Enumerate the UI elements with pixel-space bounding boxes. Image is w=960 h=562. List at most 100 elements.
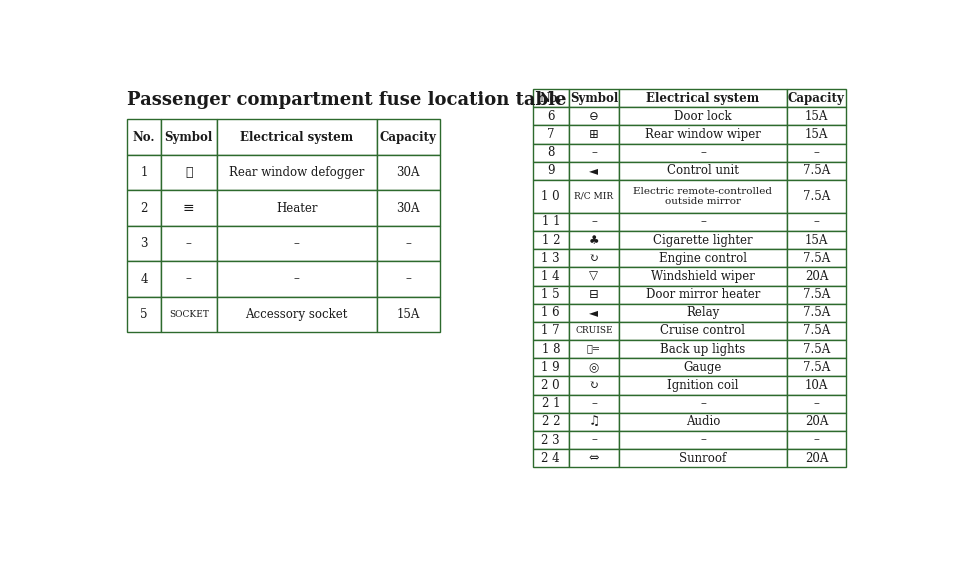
Text: 2 0: 2 0 bbox=[541, 379, 560, 392]
Text: –: – bbox=[591, 146, 597, 159]
Text: 2 2: 2 2 bbox=[541, 415, 560, 428]
Text: 1 3: 1 3 bbox=[541, 252, 560, 265]
Text: –: – bbox=[700, 146, 706, 159]
Text: Cigarette lighter: Cigarette lighter bbox=[653, 234, 753, 247]
Bar bbox=[619, 268, 786, 285]
Bar bbox=[128, 261, 161, 297]
Text: Control unit: Control unit bbox=[667, 164, 739, 178]
Bar bbox=[786, 249, 846, 268]
Text: 30A: 30A bbox=[396, 166, 420, 179]
Text: –: – bbox=[294, 273, 300, 285]
Text: 7.5A: 7.5A bbox=[803, 361, 830, 374]
Text: ⊟: ⊟ bbox=[589, 288, 599, 301]
Bar bbox=[619, 144, 786, 162]
Bar bbox=[786, 107, 846, 125]
Text: 15A: 15A bbox=[804, 110, 828, 123]
Bar bbox=[786, 125, 846, 144]
Bar bbox=[619, 125, 786, 144]
Text: –: – bbox=[813, 397, 819, 410]
Bar bbox=[217, 261, 376, 297]
Bar bbox=[786, 431, 846, 449]
Bar bbox=[128, 119, 161, 155]
Bar bbox=[128, 297, 161, 332]
Bar bbox=[568, 449, 619, 467]
Text: 10A: 10A bbox=[804, 379, 828, 392]
Text: No.: No. bbox=[132, 130, 156, 144]
Text: ↻: ↻ bbox=[589, 252, 599, 265]
Text: Heater: Heater bbox=[276, 202, 318, 215]
Text: 1 2: 1 2 bbox=[541, 234, 560, 247]
Bar bbox=[786, 144, 846, 162]
Text: ⇔: ⇔ bbox=[588, 452, 599, 465]
Bar bbox=[128, 155, 161, 191]
Bar bbox=[786, 413, 846, 431]
Text: Engine control: Engine control bbox=[659, 252, 747, 265]
Bar bbox=[161, 119, 217, 155]
Bar bbox=[786, 231, 846, 249]
Bar bbox=[128, 191, 161, 226]
Text: 1 1: 1 1 bbox=[541, 215, 560, 228]
Bar bbox=[533, 213, 568, 231]
Text: Capacity: Capacity bbox=[380, 130, 437, 144]
Text: 20A: 20A bbox=[804, 452, 828, 465]
Text: –: – bbox=[591, 433, 597, 447]
Bar bbox=[568, 377, 619, 395]
Text: ⊞: ⊞ bbox=[589, 128, 599, 141]
Text: 3: 3 bbox=[140, 237, 148, 250]
Text: –: – bbox=[591, 215, 597, 228]
Text: Capacity: Capacity bbox=[788, 92, 845, 105]
Bar bbox=[786, 358, 846, 377]
Bar bbox=[786, 268, 846, 285]
Bar bbox=[128, 226, 161, 261]
Bar bbox=[619, 413, 786, 431]
Bar bbox=[568, 395, 619, 413]
Text: 7.5A: 7.5A bbox=[803, 190, 830, 203]
Bar bbox=[568, 249, 619, 268]
Text: 7: 7 bbox=[547, 128, 555, 141]
Text: CRUISE: CRUISE bbox=[575, 327, 612, 336]
Text: 7.5A: 7.5A bbox=[803, 306, 830, 319]
Text: ↻: ↻ bbox=[589, 379, 599, 392]
Bar bbox=[533, 249, 568, 268]
Bar bbox=[217, 119, 376, 155]
Text: 1 0: 1 0 bbox=[541, 190, 560, 203]
Bar bbox=[568, 144, 619, 162]
Bar bbox=[376, 155, 440, 191]
Text: –: – bbox=[591, 397, 597, 410]
Bar bbox=[376, 226, 440, 261]
Text: 8: 8 bbox=[547, 146, 555, 159]
Bar bbox=[533, 231, 568, 249]
Bar bbox=[568, 89, 619, 107]
Text: –: – bbox=[700, 397, 706, 410]
Bar bbox=[568, 413, 619, 431]
Text: Electrical system: Electrical system bbox=[240, 130, 353, 144]
Text: Electric remote-controlled
outside mirror: Electric remote-controlled outside mirro… bbox=[634, 187, 773, 206]
Text: Audio: Audio bbox=[685, 415, 720, 428]
Bar bbox=[786, 162, 846, 180]
Text: ◄: ◄ bbox=[589, 164, 598, 178]
Bar bbox=[619, 340, 786, 358]
Bar bbox=[568, 125, 619, 144]
Bar bbox=[161, 155, 217, 191]
Text: No.: No. bbox=[540, 92, 562, 105]
Text: ⊖: ⊖ bbox=[589, 110, 599, 123]
Text: Passenger compartment fuse location table: Passenger compartment fuse location tabl… bbox=[128, 90, 567, 108]
Text: Symbol: Symbol bbox=[165, 130, 213, 144]
Bar bbox=[533, 303, 568, 322]
Bar bbox=[568, 303, 619, 322]
Bar bbox=[786, 213, 846, 231]
Bar bbox=[619, 303, 786, 322]
Text: ◎: ◎ bbox=[588, 361, 599, 374]
Text: SOCKET: SOCKET bbox=[169, 310, 208, 319]
Bar bbox=[568, 431, 619, 449]
Bar bbox=[533, 358, 568, 377]
Text: –: – bbox=[405, 237, 411, 250]
Text: 7.5A: 7.5A bbox=[803, 164, 830, 178]
Text: 15A: 15A bbox=[396, 308, 420, 321]
Bar bbox=[619, 358, 786, 377]
Bar bbox=[619, 322, 786, 340]
Bar bbox=[533, 162, 568, 180]
Text: Cruise control: Cruise control bbox=[660, 324, 745, 337]
Bar bbox=[619, 395, 786, 413]
Text: ≡: ≡ bbox=[183, 201, 195, 215]
